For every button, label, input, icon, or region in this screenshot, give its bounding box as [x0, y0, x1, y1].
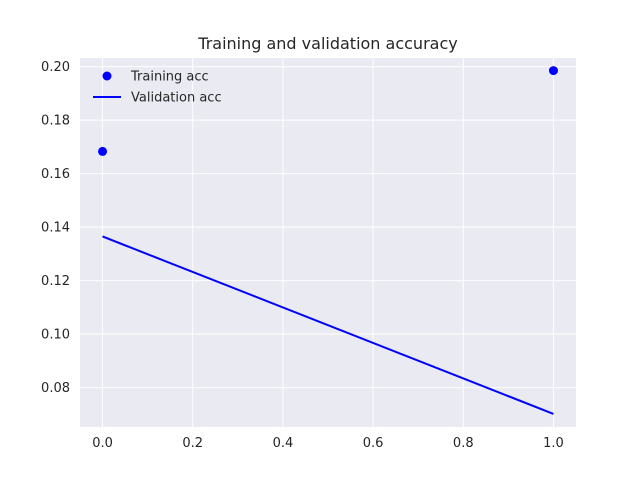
y-tick-label: 0.12	[41, 274, 70, 289]
validation-acc-line	[102, 235, 554, 415]
legend-label: Training acc	[130, 70, 209, 85]
x-tick-label: 0.4	[273, 436, 294, 451]
y-tick-label: 0.10	[41, 328, 70, 343]
training-acc-point	[98, 146, 108, 156]
x-tick-label: 0.0	[92, 436, 113, 451]
chart-title: Training and validation accuracy	[197, 34, 457, 53]
axis-ticks: 0.0 0.2 0.4 0.6 0.8 1.0 0.08 0.10 0.12 0.14 0.16 0.…	[41, 60, 564, 451]
training-acc-point	[548, 66, 558, 76]
y-tick-label: 0.14	[41, 221, 70, 236]
x-tick-label: 1.0	[543, 436, 564, 451]
y-tick-label: 0.16	[41, 167, 70, 182]
series-layer	[98, 66, 558, 415]
plot-area	[80, 58, 576, 427]
y-tick-label: 0.18	[41, 114, 70, 129]
legend: Training acc Validation acc	[93, 70, 222, 106]
x-tick-label: 0.6	[363, 436, 384, 451]
x-tick-label: 0.2	[182, 436, 203, 451]
grid	[80, 58, 576, 427]
y-tick-label: 0.08	[41, 381, 70, 396]
y-tick-label: 0.20	[41, 60, 70, 75]
legend-marker-swatch	[102, 71, 112, 81]
legend-label: Validation acc	[131, 91, 222, 106]
x-tick-label: 0.8	[453, 436, 474, 451]
